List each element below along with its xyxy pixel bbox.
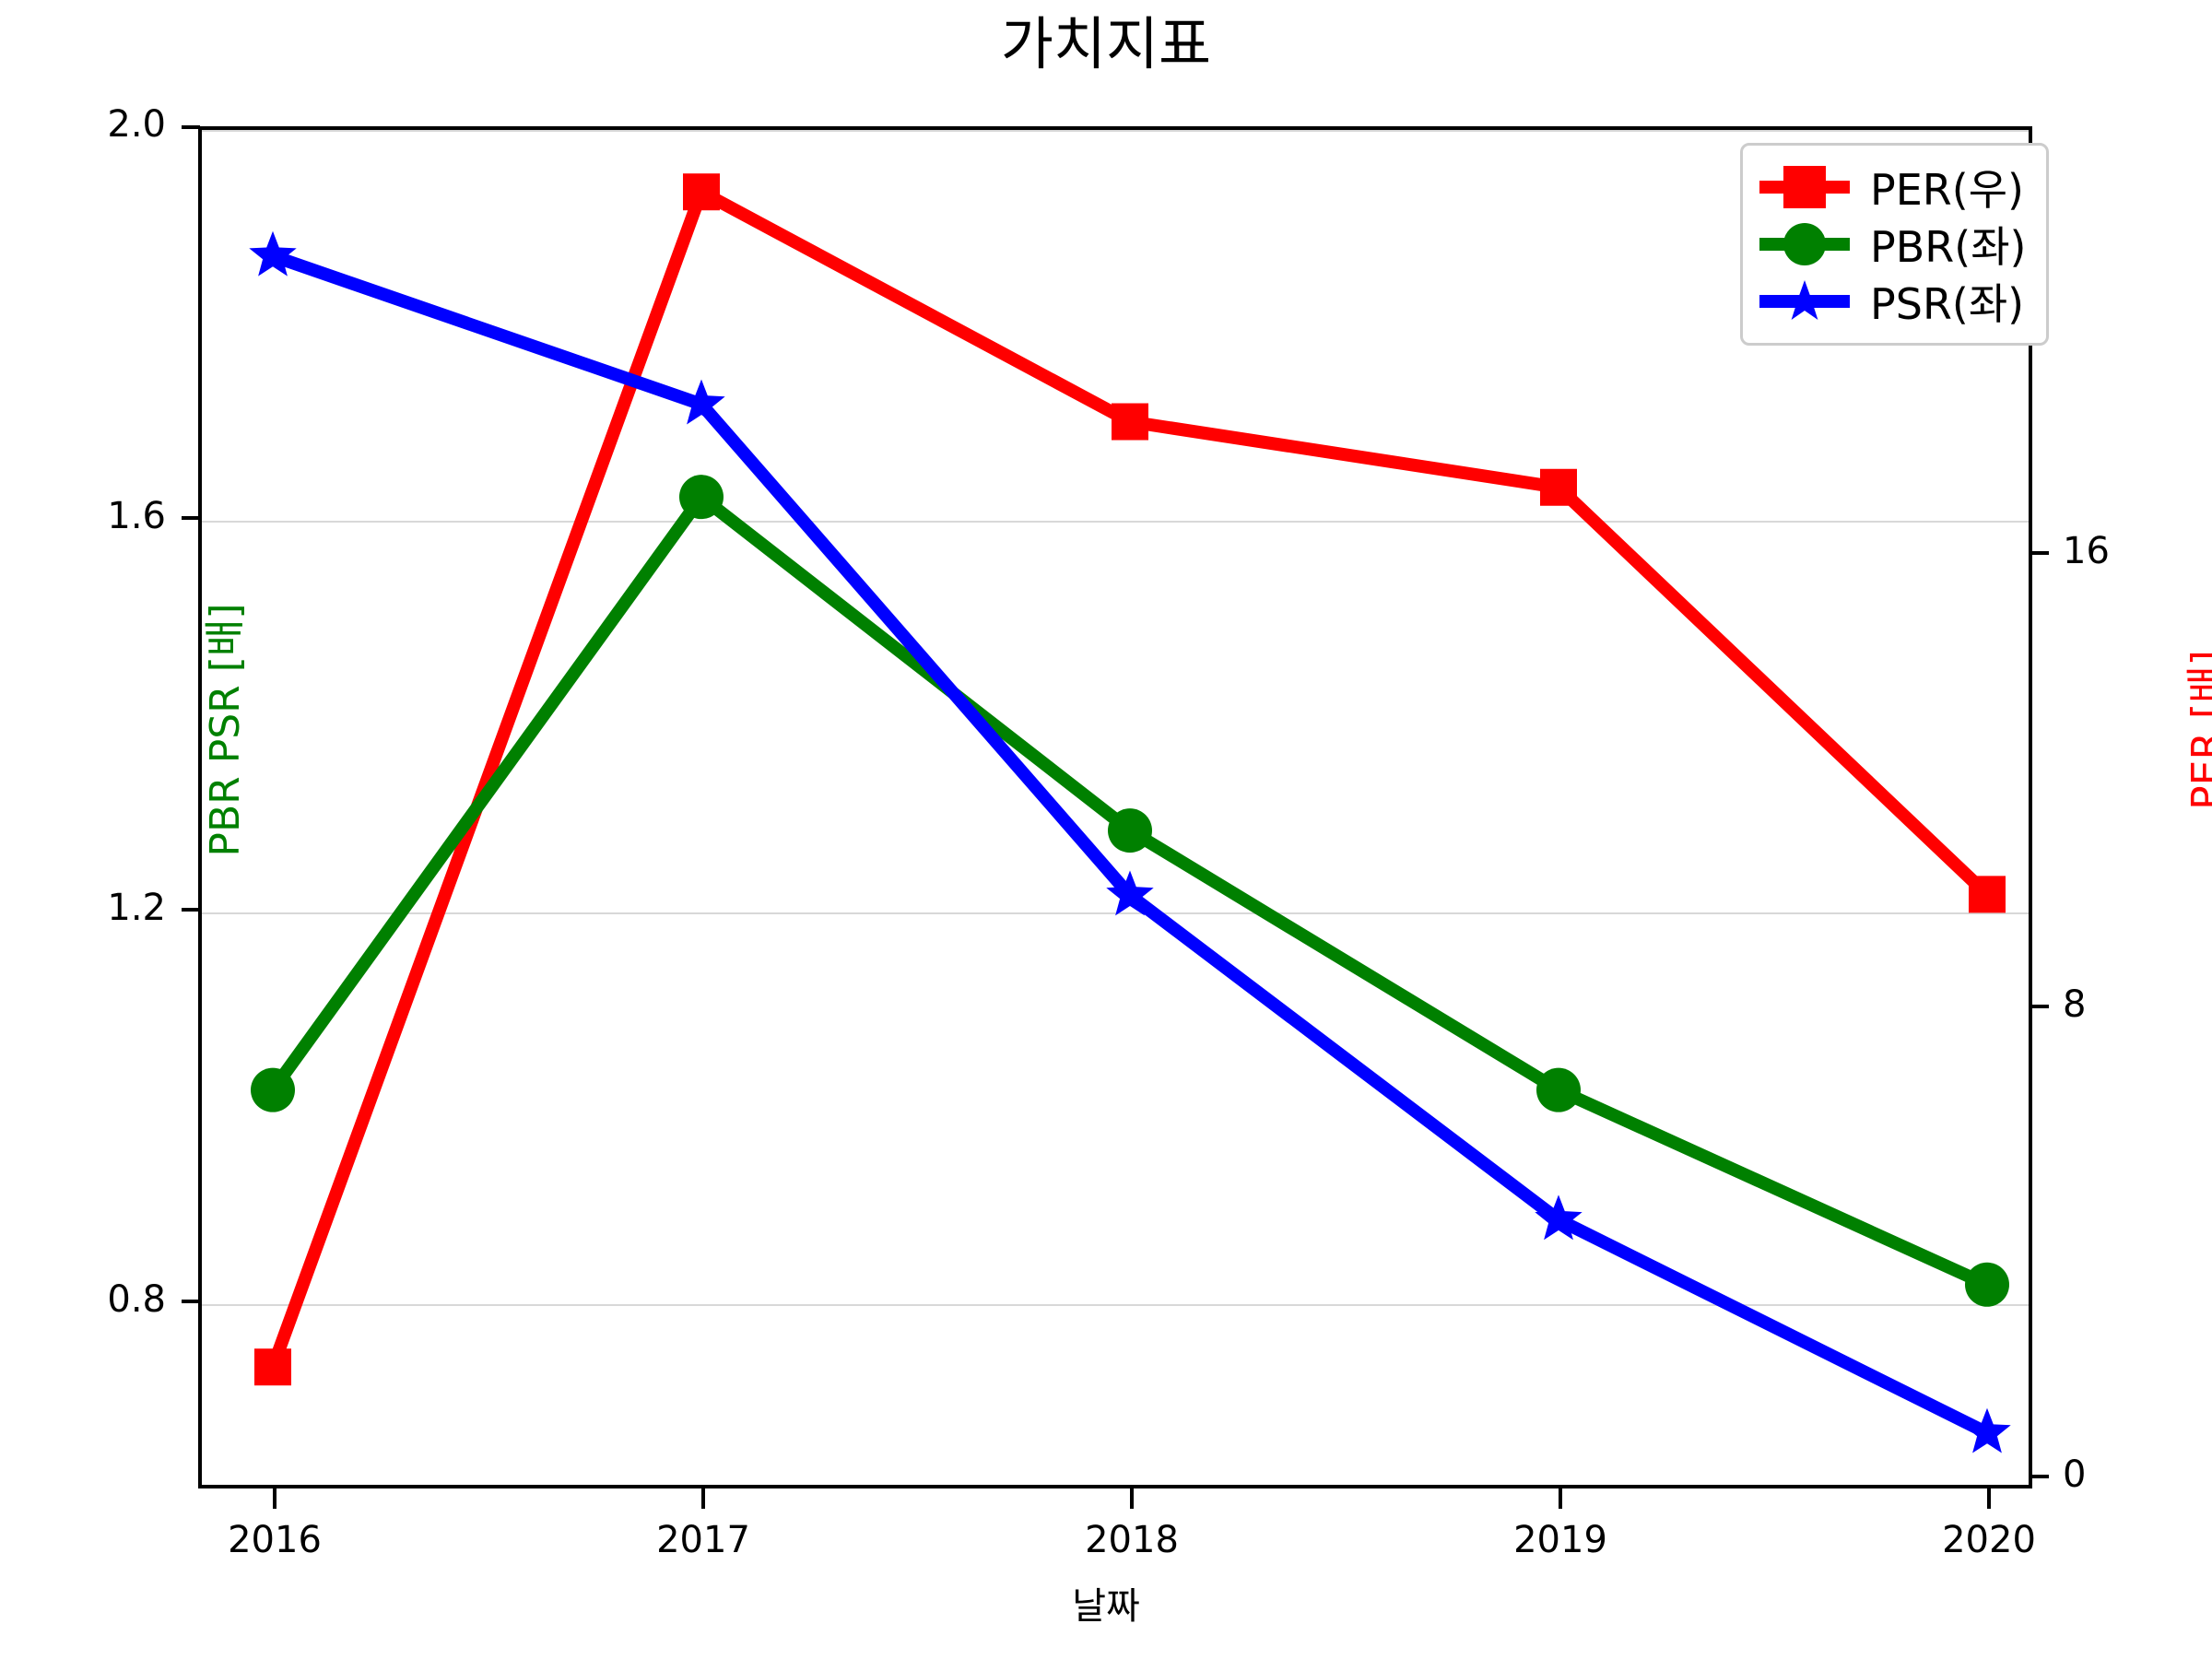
xtick-label-1: 2017: [656, 1519, 750, 1561]
page-title: 가치지표: [1000, 10, 1212, 77]
ytick-label-left-1: 1.6: [107, 495, 166, 537]
xtick-label-2: 2018: [1085, 1519, 1179, 1561]
ytick-label-left-2: 1.2: [107, 887, 166, 929]
legend: PER(우) PBR(좌) PSR(좌): [1740, 143, 2050, 346]
legend-sample-psr: [1759, 273, 1850, 330]
xtick-mark-3: [1559, 1488, 1562, 1509]
data-point-PER(우)-2019: [1540, 468, 1577, 506]
xtick-mark-0: [273, 1488, 276, 1509]
legend-sample-pbr: [1759, 216, 1850, 273]
legend-label-psr: PSR(좌): [1870, 279, 2025, 329]
ytick-label-left-3: 0.8: [107, 1278, 166, 1321]
star-icon: [1782, 278, 1828, 324]
data-point-PER(우)-2018: [1112, 403, 1148, 441]
plot-area: [198, 126, 2032, 1488]
legend-item-per[interactable]: PER(우): [1759, 159, 2026, 216]
data-point-PBR(좌)-2018: [1108, 808, 1152, 853]
legend-label-pbr: PBR(좌): [1870, 222, 2027, 272]
data-point-PBR(좌)-2020: [1965, 1262, 2009, 1307]
ytick-mark-right-2: [2030, 1475, 2049, 1478]
ytick-label-right-1: 8: [2063, 983, 2087, 1026]
xtick-label-4: 2020: [1942, 1519, 2036, 1561]
data-point-PSR(좌)-2018: [1106, 870, 1154, 916]
xtick-label-3: 2019: [1513, 1519, 1607, 1561]
gridline-1-2: [202, 912, 2029, 914]
circle-icon: [1783, 223, 1826, 265]
xtick-mark-2: [1130, 1488, 1134, 1509]
legend-item-psr[interactable]: PSR(좌): [1759, 273, 2026, 330]
ytick-mark-left-3: [182, 1300, 200, 1303]
ytick-label-right-0: 16: [2063, 530, 2110, 572]
gridline-1-6: [202, 521, 2029, 523]
legend-sample-per: [1759, 159, 1850, 216]
data-point-PER(우)-2016: [254, 1348, 291, 1386]
data-point-PSR(좌)-2017: [677, 379, 725, 425]
xtick-mark-4: [1987, 1488, 1991, 1509]
ytick-mark-left-2: [182, 908, 200, 912]
gridline-2-0: [202, 130, 2029, 132]
data-point-PSR(좌)-2020: [1963, 1407, 2011, 1453]
xtick-label-0: 2016: [228, 1519, 322, 1561]
ytick-mark-right-0: [2030, 551, 2049, 555]
ytick-mark-left-0: [182, 125, 200, 129]
legend-item-pbr[interactable]: PBR(좌): [1759, 216, 2026, 273]
gridline-0-8: [202, 1304, 2029, 1306]
series-line-PER(우): [266, 185, 1994, 1374]
ytick-mark-right-1: [2030, 1005, 2049, 1008]
data-point-PER(우)-2020: [1969, 876, 2006, 913]
data-point-PER(우)-2017: [683, 173, 720, 211]
ytick-label-left-0: 2.0: [107, 103, 166, 146]
data-point-PSR(좌)-2019: [1535, 1194, 1583, 1241]
data-point-PBR(좌)-2017: [679, 475, 724, 520]
data-point-PSR(좌)-2016: [249, 230, 297, 276]
data-point-PBR(좌)-2016: [251, 1067, 295, 1112]
data-point-PBR(좌)-2019: [1536, 1067, 1581, 1112]
ytick-mark-left-1: [182, 516, 200, 520]
square-icon: [1783, 166, 1826, 208]
legend-label-per: PER(우): [1870, 165, 2024, 215]
xtick-mark-1: [701, 1488, 705, 1509]
ytick-label-right-2: 0: [2063, 1453, 2087, 1496]
x-axis-label: 날짜: [1072, 1585, 1140, 1628]
